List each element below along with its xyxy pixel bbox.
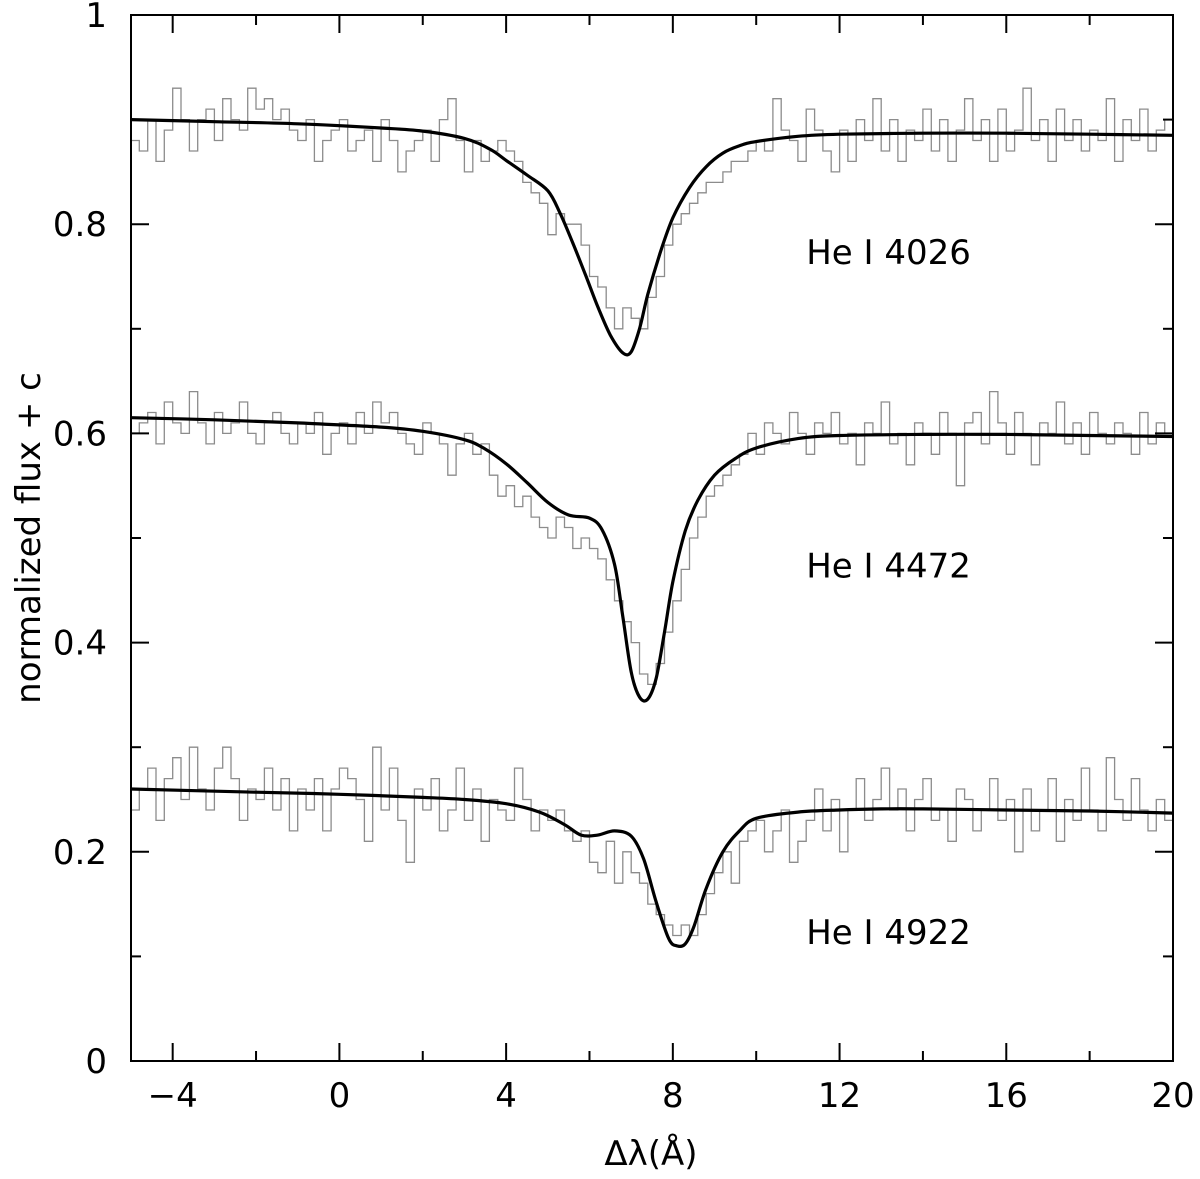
x-tick-label: 4 — [495, 1076, 517, 1116]
series-label-1: He I 4026 — [806, 233, 971, 273]
model-fits — [130, 118, 1174, 949]
observed-spectrum-3 — [131, 746, 1173, 937]
x-axis-label: Δλ(Å) — [604, 1133, 697, 1174]
x-tick-label: 20 — [1151, 1076, 1194, 1116]
x-tick-label: 0 — [329, 1076, 351, 1116]
y-tick-label: 0.2 — [53, 833, 107, 873]
y-tick-label: 0 — [85, 1042, 107, 1082]
observed-spectrum-2 — [131, 390, 1173, 686]
y-tick-label: 1 — [85, 0, 107, 36]
x-tick-label: 12 — [818, 1076, 861, 1116]
y-axis-label: normalized flux + c — [9, 372, 49, 704]
tick-labels: −4 0 4 8 12 16 20 0 0.2 0.4 0.6 0.8 1 — [53, 0, 1195, 1116]
x-tick-label: 16 — [985, 1076, 1028, 1116]
series-label-2: He I 4472 — [806, 547, 971, 587]
y-tick-label: 0.6 — [53, 414, 107, 454]
y-tick-label: 0.8 — [53, 205, 107, 245]
model-fit-2 — [130, 416, 1174, 703]
x-tick-label: 8 — [662, 1076, 684, 1116]
observed-spectra — [131, 87, 1173, 937]
x-tick-label: −4 — [148, 1076, 198, 1116]
model-fit-3 — [130, 787, 1174, 949]
axis-ticks — [131, 14, 1174, 1062]
series-label-3: He I 4922 — [806, 913, 971, 953]
y-tick-label: 0.4 — [53, 624, 107, 664]
series-labels: He I 4026 He I 4472 He I 4922 — [806, 233, 971, 953]
model-fit-1 — [130, 118, 1174, 357]
